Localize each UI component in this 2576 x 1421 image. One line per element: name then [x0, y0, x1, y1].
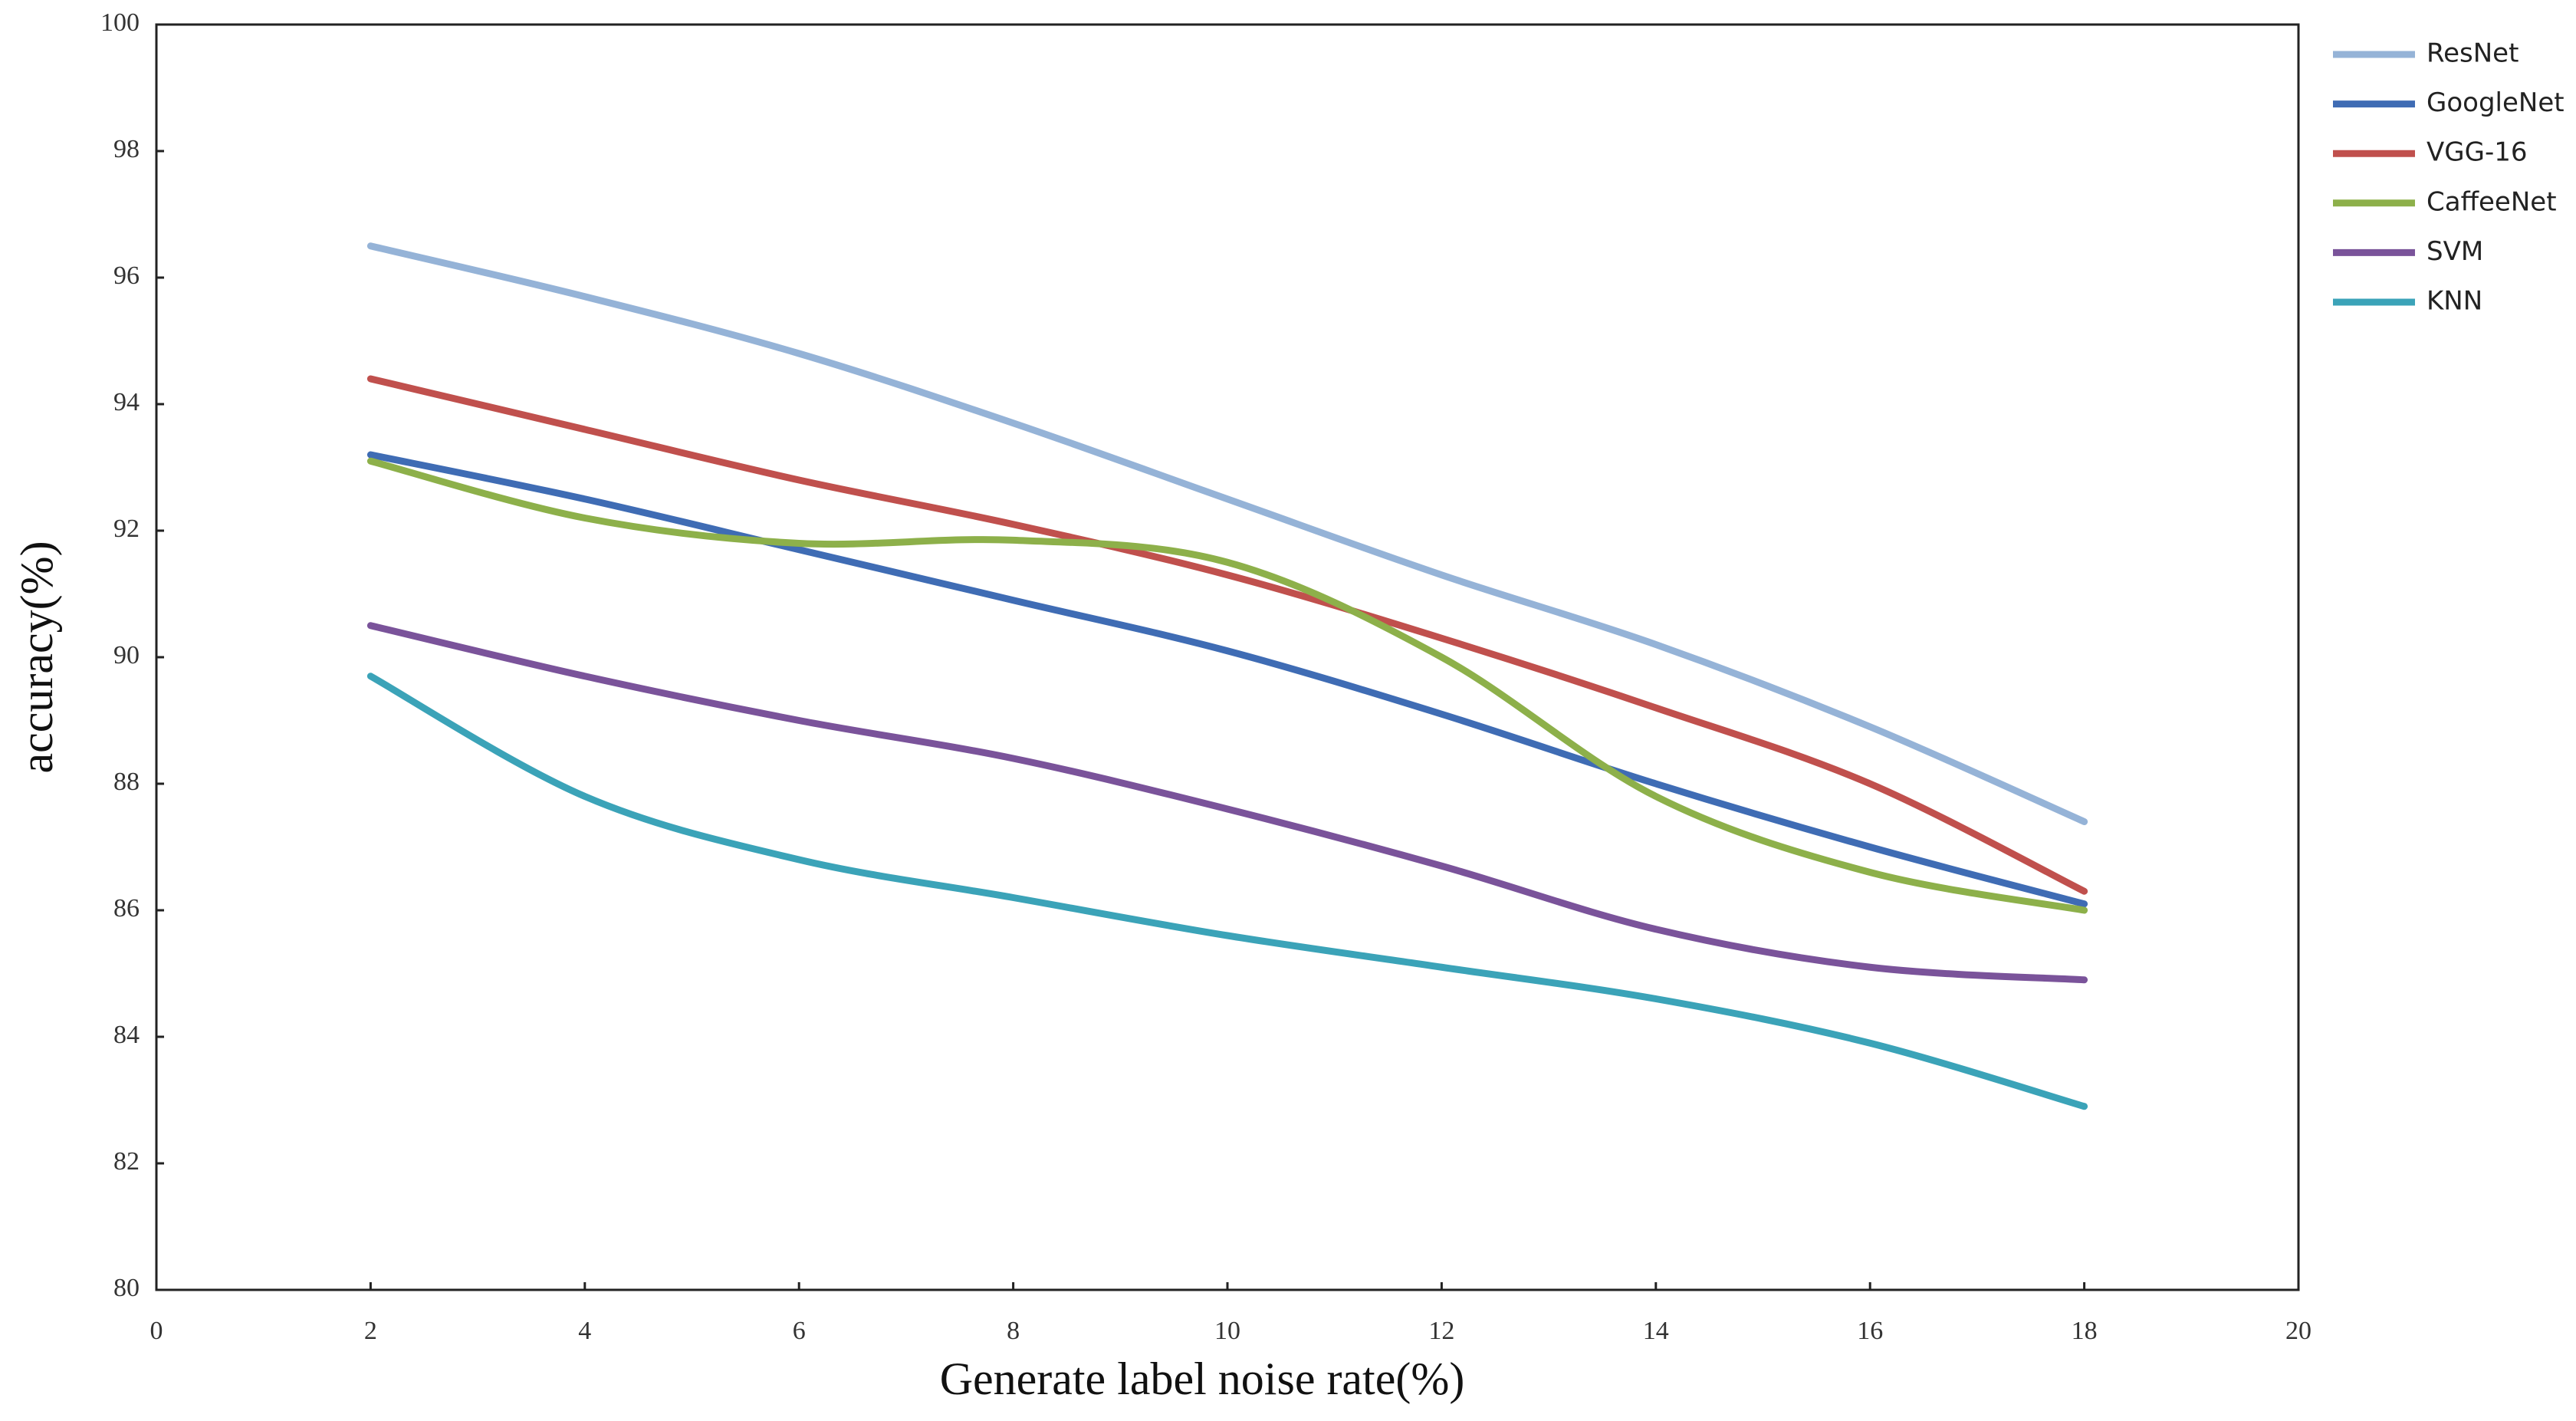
legend-label: CaffeeNet [2426, 186, 2557, 217]
legend-label: KNN [2426, 286, 2482, 317]
x-tick-label: 4 [578, 1317, 591, 1345]
x-tick-label: 6 [793, 1317, 806, 1345]
y-tick-label: 82 [113, 1147, 140, 1176]
y-tick-label: 84 [113, 1021, 140, 1049]
y-tick-label: 80 [113, 1274, 140, 1302]
legend-label: VGG-16 [2426, 137, 2527, 168]
x-tick-label: 10 [1214, 1317, 1240, 1345]
y-tick-label: 100 [100, 8, 140, 37]
x-tick-label: 18 [2072, 1317, 2098, 1345]
x-tick-label: 0 [150, 1317, 163, 1345]
series-line [366, 457, 2088, 914]
x-tick-label: 12 [1428, 1317, 1454, 1345]
legend-label: SVM [2426, 236, 2483, 267]
plot-frame [155, 23, 2300, 1291]
y-tick-label: 96 [113, 262, 140, 290]
series-line [366, 673, 2088, 1110]
y-tick-label: 86 [113, 894, 140, 923]
x-tick-label: 20 [2285, 1317, 2312, 1345]
y-tick-label: 92 [113, 515, 140, 543]
x-tick-label: 2 [364, 1317, 377, 1345]
y-tick-label: 94 [113, 388, 140, 416]
series-line [366, 622, 2088, 984]
y-axis-label: accuracy(%) [12, 541, 62, 773]
x-tick-label: 8 [1007, 1317, 1020, 1345]
y-tick-label: 90 [113, 641, 140, 669]
y-tick-label: 98 [113, 135, 140, 163]
x-tick-label: 14 [1643, 1317, 1669, 1345]
legend-label: ResNet [2426, 38, 2518, 69]
legend-label: GoogleNet [2426, 87, 2564, 118]
x-axis-label: Generate label noise rate(%) [940, 1354, 1465, 1404]
y-tick-label: 88 [113, 768, 140, 796]
series-line [366, 451, 2088, 908]
series-line [366, 242, 2088, 825]
series-line [366, 375, 2088, 895]
x-tick-label: 16 [1857, 1317, 1883, 1345]
